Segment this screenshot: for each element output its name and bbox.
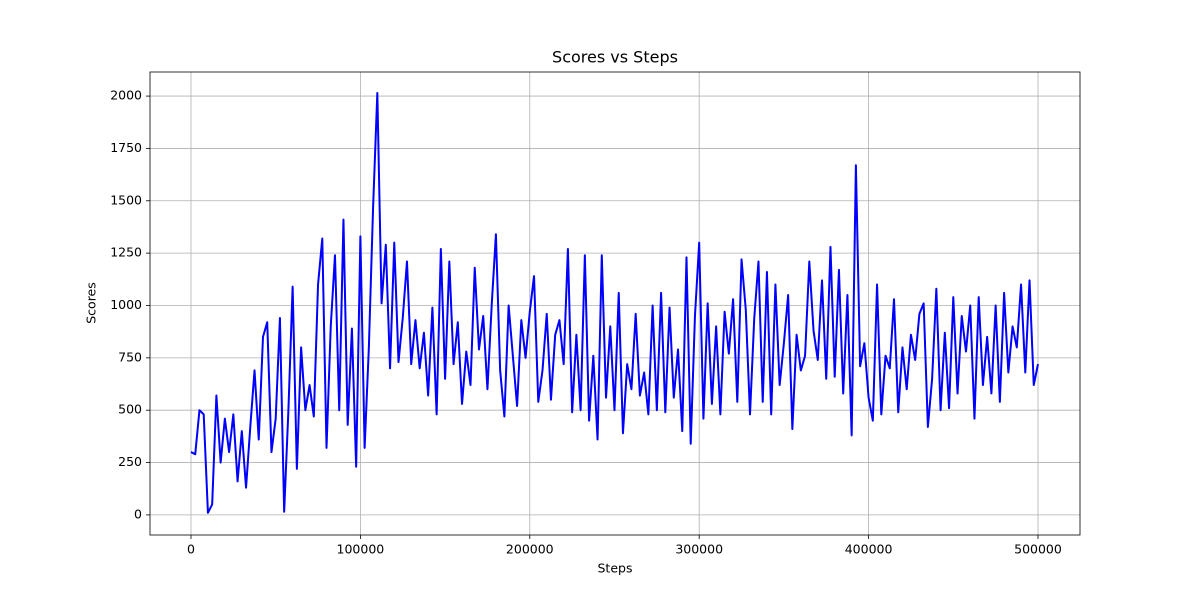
x-tick-label: 200000 xyxy=(506,542,554,557)
y-tick-label: 1750 xyxy=(110,140,142,155)
y-tick-label: 0 xyxy=(134,506,142,521)
y-axis-label: Scores xyxy=(84,282,99,324)
y-tick-label: 1000 xyxy=(110,297,142,312)
y-tick-label: 2000 xyxy=(110,88,142,103)
x-tick-label: 300000 xyxy=(675,542,723,557)
x-tick-label: 400000 xyxy=(845,542,893,557)
x-tick-label: 100000 xyxy=(337,542,385,557)
chart-title: Scores vs Steps xyxy=(552,48,678,67)
data-line xyxy=(190,91,1039,514)
x-axis-label: Steps xyxy=(598,561,633,576)
y-tick-label: 500 xyxy=(118,402,142,417)
axes-frame xyxy=(149,71,1081,536)
y-tick-label: 1250 xyxy=(110,245,142,260)
y-tick-label: 250 xyxy=(118,454,142,469)
x-tick-label: 0 xyxy=(187,542,195,557)
y-tick-label: 750 xyxy=(118,349,142,364)
x-tick-label: 500000 xyxy=(1014,542,1062,557)
y-tick-label: 1500 xyxy=(110,192,142,207)
